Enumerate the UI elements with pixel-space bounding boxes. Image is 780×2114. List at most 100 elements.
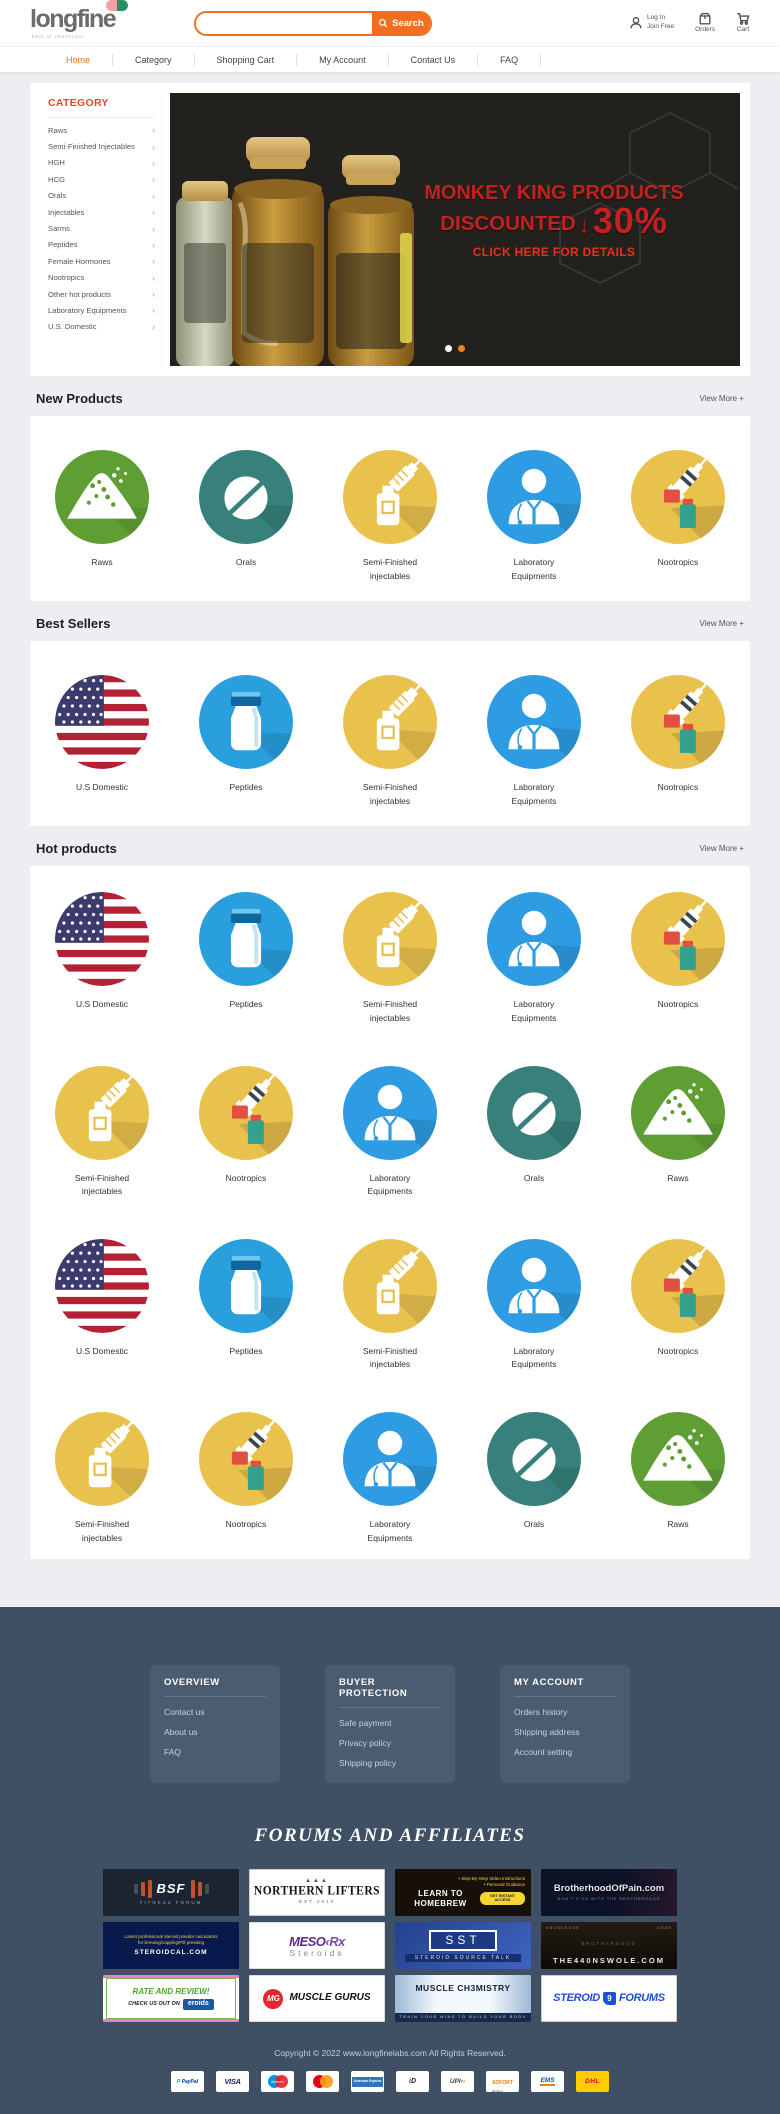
product-item[interactable]: Semi-Finished injectables: [318, 450, 462, 583]
product-item[interactable]: Laboratory Equipments: [462, 450, 606, 583]
product-item[interactable]: Laboratory Equipments: [462, 1238, 606, 1372]
product-item[interactable]: Laboratory Equipments: [462, 892, 606, 1025]
semi-finished-icon: [343, 675, 437, 770]
sidebar-item-orals[interactable]: Orals ›: [48, 190, 155, 201]
join-free-label: Join Free: [647, 22, 675, 30]
product-item[interactable]: Nootropics: [606, 450, 750, 583]
affiliate-banner-steroid-source-talk[interactable]: SST STEROID SOURCE TALK: [395, 1922, 531, 1970]
product-item[interactable]: Laboratory Equipments: [318, 1065, 462, 1199]
orders-button[interactable]: Orders: [695, 12, 715, 35]
affiliate-banner-muscle-gurus[interactable]: MG MUSCLE GURUS: [249, 1975, 385, 2023]
product-item[interactable]: Semi-Finished injectables: [30, 1065, 174, 1199]
sidebar-item-hcg[interactable]: HCG ›: [48, 174, 155, 185]
sidebar-item-laboratory-equipments[interactable]: Laboratory Equipments ›: [48, 305, 155, 316]
nav-item-shopping-cart[interactable]: Shopping Cart: [216, 54, 275, 65]
banner-cta[interactable]: CLICK HERE FOR DETAILS: [472, 244, 636, 259]
product-item[interactable]: U.S Domestic: [30, 675, 174, 808]
view-more-link[interactable]: View More +: [699, 394, 744, 403]
product-item[interactable]: Orals: [174, 450, 318, 583]
nav-item-home[interactable]: Home: [66, 54, 91, 65]
product-item[interactable]: U.S Domestic: [30, 1238, 174, 1372]
footer-link-shipping-address[interactable]: Shipping address: [514, 1727, 580, 1738]
footer-column-my-account: MY ACCOUNT Orders history Shipping addre…: [500, 1665, 630, 1784]
nav-item-category[interactable]: Category: [135, 54, 172, 65]
carousel-dot-active[interactable]: [458, 345, 465, 352]
cart-button[interactable]: Cart: [736, 12, 750, 35]
semi-finished-icon: [55, 1411, 149, 1506]
molecule-decoration: [559, 112, 739, 284]
sidebar-item-us-domestic[interactable]: U.S. Domestic ›: [48, 321, 155, 332]
footer-link-safe-payment[interactable]: Safe payment: [339, 1718, 392, 1729]
homebrew-access-button[interactable]: GET INSTANT ACCESS: [479, 1891, 525, 1905]
affiliate-banner-brotherhood-of-pain[interactable]: BrotherhoodOfPain.com DON'T F*CK WITH TH…: [541, 1869, 677, 1917]
footer-link-account-setting[interactable]: Account setting: [514, 1747, 573, 1758]
affiliate-banner-eroids[interactable]: RATE AND REVIEW! CHECK US OUT ON eroids: [103, 1975, 239, 2023]
product-item[interactable]: Raws: [606, 1065, 750, 1199]
search-input[interactable]: [196, 12, 372, 34]
affiliate-banner-northern-lifters[interactable]: ▲▲▲ NORTHERN LIFTERS EST 2010: [249, 1869, 385, 1917]
product-item[interactable]: Peptides: [174, 892, 318, 1025]
product-item[interactable]: Semi-Finished injectables: [318, 675, 462, 808]
product-item[interactable]: U.S Domestic: [30, 892, 174, 1025]
view-more-link[interactable]: View More +: [699, 619, 744, 629]
product-item[interactable]: Nootropics: [606, 675, 750, 808]
promo-banner[interactable]: MONKEY KING PRODUCTS DISCOUNTED ↓ 30% CL…: [170, 93, 740, 366]
product-item[interactable]: Semi-Finished injectables: [318, 892, 462, 1025]
us-flag-icon: [55, 675, 149, 770]
nav-item-faq[interactable]: FAQ: [500, 54, 519, 65]
product-item[interactable]: Semi-Finished injectables: [30, 1411, 174, 1545]
footer-link-shipping-policy[interactable]: Shipping policy: [339, 1758, 397, 1769]
sidebar-item-female-hormones[interactable]: Female Hormones ›: [48, 256, 155, 267]
product-item[interactable]: Nootropics: [174, 1065, 318, 1199]
footer-link-orders-history[interactable]: Orders history: [514, 1707, 568, 1718]
carousel-dots: [445, 345, 465, 352]
product-item[interactable]: Nootropics: [606, 1238, 750, 1372]
footer-link-privacy-policy[interactable]: Privacy policy: [339, 1738, 391, 1749]
section-title-hot-products: Hot products: [36, 841, 117, 857]
affiliate-banner-muscle-chemistry[interactable]: MUSCLE CH3MISTRY TRAIN YOUR MIND TO BUIL…: [395, 1975, 531, 2023]
sidebar-item-injectables[interactable]: Injectables ›: [48, 207, 155, 218]
chevron-right-icon: ›: [152, 125, 155, 136]
logo[interactable]: longfine best of chemicals: [30, 0, 142, 39]
product-item[interactable]: Semi-Finished injectables: [318, 1238, 462, 1372]
nav-item-my-account[interactable]: My Account: [319, 54, 366, 65]
orders-label: Orders: [695, 25, 715, 33]
product-item[interactable]: Laboratory Equipments: [462, 675, 606, 808]
sidebar-item-hgh[interactable]: HGH ›: [48, 157, 155, 168]
semi-finished-icon: [55, 1065, 149, 1160]
affiliate-banner-homebrew[interactable]: • Step-By-Step Video Instructions • Pers…: [395, 1869, 531, 1917]
affiliate-banner-the440nswole[interactable]: KNOWLEDGE GEAR BROTHERHOOD THE440NSWOLE.…: [541, 1922, 677, 1970]
product-item[interactable]: Orals: [462, 1411, 606, 1545]
view-more-link[interactable]: View More +: [699, 844, 744, 854]
affiliate-banner-bsf[interactable]: BSF FITNESS FORUM: [103, 1869, 239, 1917]
sidebar-item-raws[interactable]: Raws ›: [48, 125, 155, 136]
sidebar-item-other-hot-products[interactable]: Other hot products ›: [48, 289, 155, 300]
search-button[interactable]: Search: [372, 12, 430, 34]
footer-link-faq[interactable]: FAQ: [164, 1747, 182, 1758]
product-item[interactable]: Peptides: [174, 1238, 318, 1372]
product-item[interactable]: Peptides: [174, 675, 318, 808]
us-flag-icon: [55, 892, 149, 987]
nav-item-contact-us[interactable]: Contact Us: [410, 54, 456, 65]
jars-image: [176, 137, 414, 366]
login-join[interactable]: Log In Join Free: [629, 14, 674, 32]
product-item[interactable]: Orals: [462, 1065, 606, 1199]
hot-products-card: U.S Domestic Peptides Semi-Finished inje…: [30, 866, 750, 1560]
product-item[interactable]: Raws: [30, 450, 174, 583]
sidebar-item-semi-finished-injectables[interactable]: Semi-Finished Injectables ›: [48, 141, 155, 152]
sidebar-item-peptides[interactable]: Peptides ›: [48, 239, 155, 250]
product-item[interactable]: Nootropics: [174, 1411, 318, 1545]
sidebar-item-sarms[interactable]: Sarms ›: [48, 223, 155, 234]
affiliate-banner-steroidcal[interactable]: Latest professional steroid powder calcu…: [103, 1922, 239, 1970]
affiliate-banner-steroid-forums[interactable]: STEROID 9 FORUMS: [541, 1975, 677, 2023]
product-item[interactable]: Laboratory Equipments: [318, 1411, 462, 1545]
laboratory-icon: [487, 892, 581, 987]
product-item[interactable]: Nootropics: [606, 892, 750, 1025]
sidebar-item-nootropics[interactable]: Nootropics ›: [48, 272, 155, 283]
chevron-right-icon: ›: [152, 272, 155, 283]
affiliate-banner-meso-rx[interactable]: MESO‹Rx Steroids: [249, 1922, 385, 1970]
product-item[interactable]: Raws: [606, 1411, 750, 1545]
carousel-dot[interactable]: [445, 345, 452, 352]
footer-link-about-us[interactable]: About us: [164, 1727, 198, 1738]
footer-link-contact-us[interactable]: Contact us: [164, 1707, 205, 1718]
